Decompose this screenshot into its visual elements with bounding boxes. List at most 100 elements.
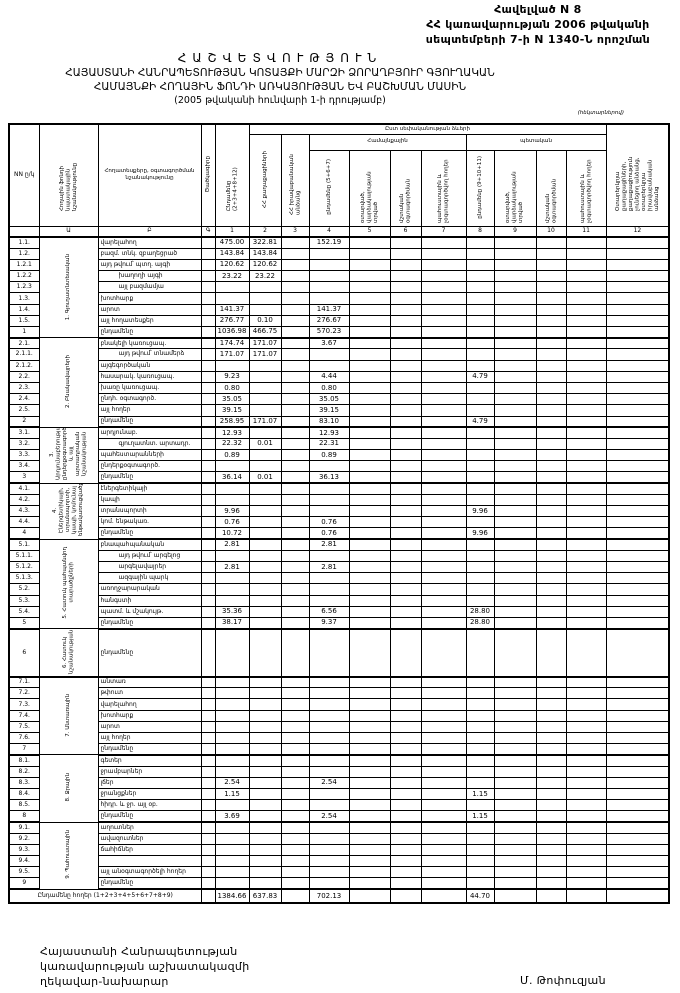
value-col-1: 36.14 — [214, 471, 250, 485]
land-type-name: խաղողի այգի — [97, 270, 202, 283]
table-row: 2.4. ընդհ. օգտագործ. 35.05 35.05 — [8, 393, 670, 406]
value-col-1: 35.05 — [214, 393, 250, 406]
value-col-0 — [200, 572, 216, 585]
signatory-name: Մ. Թոփուզյան — [520, 974, 606, 987]
table-row: 8 ընդամենը 3.69 2.54 1.15 — [8, 810, 670, 824]
value-col-0 — [200, 404, 216, 417]
land-type-name: կոմ. ենթակառ. — [97, 516, 202, 529]
value-col-2 — [248, 594, 282, 607]
table-row: 3.3. պահեստարանների 0.89 0.89 — [8, 449, 670, 462]
value-col-6 — [389, 415, 422, 429]
value-col-4 — [308, 292, 350, 305]
group-label-text: 4. Էներգետիկայի, տրանսպորտի, կապի, կոմու… — [52, 483, 85, 537]
value-col-0 — [200, 337, 216, 350]
row-number: 1.2.2 — [8, 270, 40, 283]
value-col-12 — [605, 449, 670, 462]
value-col-10 — [535, 404, 567, 417]
value-col-8 — [465, 348, 495, 361]
value-col-2 — [248, 583, 282, 596]
row-number: 8.3. — [8, 776, 40, 789]
value-col-5 — [348, 359, 391, 372]
value-col-7 — [420, 754, 467, 767]
value-col-6 — [389, 247, 422, 260]
value-col-2 — [248, 810, 282, 824]
value-col-7 — [420, 460, 467, 473]
value-col-0 — [200, 426, 216, 439]
value-col-8 — [465, 538, 495, 551]
value-col-7 — [420, 787, 467, 801]
value-col-7 — [420, 843, 467, 857]
value-col-4: 9.37 — [308, 616, 350, 630]
value-col-11 — [565, 843, 607, 857]
value-col-7 — [420, 821, 467, 834]
land-type-name: տրանսպորտի — [97, 504, 202, 518]
value-col-0 — [200, 516, 216, 529]
value-col-7 — [420, 281, 467, 294]
table-row: 7.5. արոտ — [8, 720, 670, 734]
header-c12: Օտարերկրյա քաղաքացիների, քաղաքացիություն… — [605, 123, 670, 227]
value-col-7 — [420, 247, 467, 260]
value-col-6 — [389, 370, 422, 383]
land-type-name: հասարակ. կառուցապ. — [97, 370, 202, 383]
value-col-10 — [535, 810, 567, 824]
value-col-9 — [493, 832, 537, 845]
value-col-12 — [605, 743, 670, 756]
value-col-2: 171.07 — [248, 415, 282, 429]
value-col-5 — [348, 866, 391, 879]
table-row: 9.1. 9. Պահուստային աղուտներ — [8, 821, 670, 890]
value-col-4 — [308, 709, 350, 722]
value-col-3 — [280, 370, 310, 383]
value-col-11 — [565, 337, 607, 350]
value-col-6 — [389, 698, 422, 711]
total-col-8: 44.70 — [465, 888, 495, 904]
value-col-0 — [200, 381, 216, 395]
value-col-3 — [280, 270, 310, 283]
appendix-decree-date: սեպտեմբերի 7-ի N 1340-Ն որոշման — [425, 33, 650, 46]
value-col-5 — [348, 337, 391, 350]
value-col-3 — [280, 560, 310, 574]
value-col-6 — [389, 393, 422, 406]
value-col-3 — [280, 437, 310, 451]
value-col-1: 0.80 — [214, 381, 250, 395]
row-number: 1.5. — [8, 314, 40, 328]
value-col-0 — [200, 687, 216, 700]
header-c11: պահուստային և չօգտագործվող հողեր — [565, 149, 607, 227]
value-col-6 — [389, 303, 422, 316]
value-col-0 — [200, 594, 216, 607]
land-type-name: արոտ — [97, 720, 202, 734]
value-col-1 — [214, 877, 250, 891]
value-col-6 — [389, 325, 422, 339]
value-col-0 — [200, 810, 216, 824]
value-col-10 — [535, 628, 567, 678]
table-row: 6 6. Հատուկ նշանակության ընդամենը — [8, 628, 670, 678]
value-col-4 — [308, 754, 350, 767]
value-col-1: 276.77 — [214, 314, 250, 328]
land-type-name: անտառ — [97, 676, 202, 689]
value-col-2 — [248, 676, 282, 689]
value-col-2 — [248, 843, 282, 857]
group-label: 3. Արդյունաբերության, ընդերքօգտագործման … — [38, 426, 99, 484]
value-col-10 — [535, 381, 567, 395]
value-col-11 — [565, 236, 607, 249]
group-label: 1. Գյուղատնտեսական — [38, 236, 99, 339]
value-col-6 — [389, 765, 422, 778]
value-col-10 — [535, 720, 567, 734]
land-type-name: ընդամենը — [97, 415, 202, 429]
value-col-6 — [389, 359, 422, 372]
row-number: 4 — [8, 527, 40, 541]
value-col-4 — [308, 504, 350, 518]
value-col-5 — [348, 832, 391, 845]
value-col-11 — [565, 437, 607, 451]
value-col-7 — [420, 720, 467, 734]
value-col-1: 0.76 — [214, 516, 250, 529]
header-c6: մշտական օգտագործման — [389, 149, 422, 227]
value-col-2 — [248, 404, 282, 417]
value-col-2 — [248, 832, 282, 845]
value-col-1: 0.89 — [214, 449, 250, 462]
value-col-4 — [308, 720, 350, 734]
value-col-10 — [535, 504, 567, 518]
value-col-10 — [535, 605, 567, 618]
value-col-0 — [200, 504, 216, 518]
value-col-5 — [348, 605, 391, 618]
value-col-6 — [389, 381, 422, 395]
